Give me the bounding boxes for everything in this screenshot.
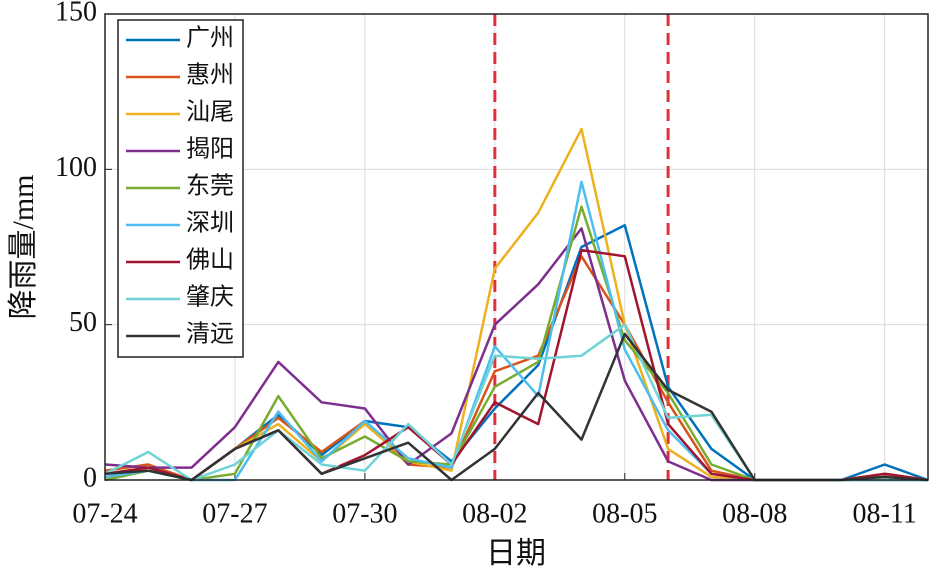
x-tick-label: 07-30	[332, 498, 397, 529]
x-tick-label: 08-08	[722, 498, 787, 529]
y-tick-label: 50	[69, 307, 97, 338]
plot-frame	[104, 13, 929, 481]
legend-label: 惠州	[186, 62, 234, 89]
x-tick-label: 08-02	[462, 498, 527, 529]
y-tick-label: 0	[83, 462, 97, 493]
x-tick-label: 07-24	[72, 498, 137, 529]
legend-label: 清远	[186, 321, 234, 348]
x-tick-label: 08-11	[853, 498, 917, 529]
legend-label: 佛山	[186, 247, 234, 274]
legend-label: 东莞	[186, 173, 234, 200]
legend-label: 广州	[186, 25, 234, 52]
y-tick-label: 150	[55, 0, 97, 27]
x-tick-label: 07-27	[202, 498, 267, 529]
legend-label: 深圳	[186, 210, 234, 237]
legend-label: 汕尾	[186, 99, 234, 126]
y-axis-label: 降雨量/mm	[7, 174, 40, 319]
x-axis-label: 日期	[486, 537, 546, 570]
x-tick-label: 08-05	[592, 498, 657, 529]
legend-label: 揭阳	[186, 136, 234, 163]
legend-label: 肇庆	[186, 284, 234, 311]
y-tick-label: 100	[55, 152, 97, 183]
